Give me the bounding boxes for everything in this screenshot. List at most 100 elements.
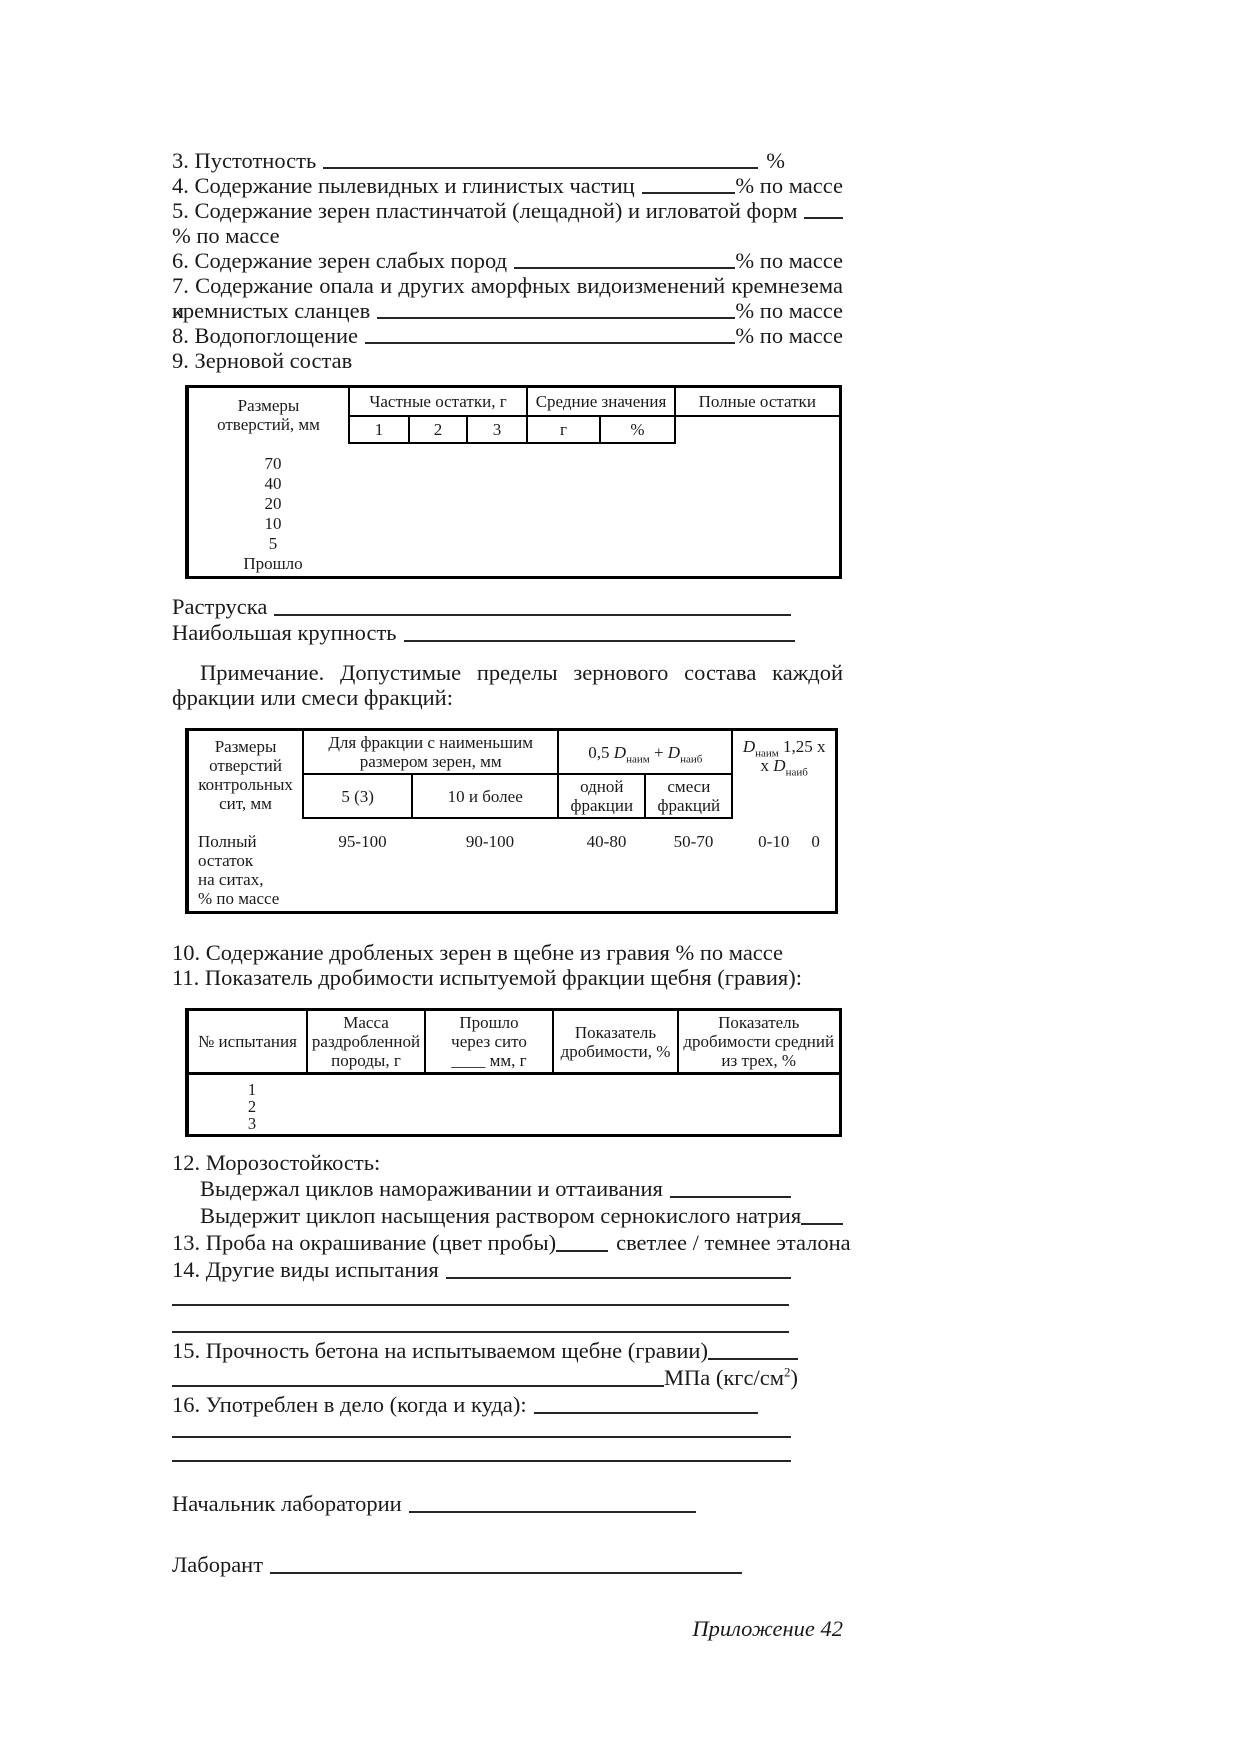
field-line-sodium-sulfate: Выдержит циклоп насыщения раствором серн… xyxy=(172,1202,843,1229)
blank-field xyxy=(804,217,843,219)
t1-header-full-residues: Полные остатки xyxy=(675,386,840,417)
krupnost-label: Наибольшая крупность xyxy=(172,620,397,645)
formula-d-max: D xyxy=(667,742,681,762)
item-13-label: 13. Проба на окрашивание (цвет пробы) xyxy=(172,1230,557,1255)
mpa-superscript: 2 xyxy=(784,1364,791,1380)
blank-field xyxy=(707,1358,798,1360)
annex-label: Приложение 42 xyxy=(692,1616,843,1641)
item-7-label2: кремнистых сланцев xyxy=(172,298,371,323)
t3-header-test-number: № испытания xyxy=(187,1009,308,1075)
lab-chief-label: Начальник лаборатории xyxy=(172,1491,402,1516)
t2-subheader-one-fraction: одной фракции xyxy=(558,774,647,819)
item-11-crushability: 11. Показатель дробимости испытуемой фра… xyxy=(172,965,802,990)
blank-field xyxy=(172,1304,789,1306)
t3-body: 1 2 3 xyxy=(187,1074,840,1136)
item-12-frost-resistance: 12. Морозостойкость: xyxy=(172,1150,381,1175)
section-note: Примечание. Допустимые пределы зернового… xyxy=(172,660,843,710)
t2-header-dmax-column: Dнаим 1,25 х х Dнаиб xyxy=(732,730,836,819)
t1-header-hole-sizes: Размеры отверстий, мм xyxy=(187,386,350,443)
t2-value-4: 50-70 xyxy=(673,832,714,851)
t2-row-label: Полный остаток на ситах, % по массе xyxy=(198,832,280,908)
field-line-laborant: Лаборант xyxy=(172,1551,843,1578)
t3-header-crushability-index: Показатель дробимости, % xyxy=(553,1009,679,1075)
blank-field xyxy=(445,1277,791,1279)
blank-field xyxy=(801,1223,843,1225)
formula-d-min: D xyxy=(613,742,627,762)
item-4-suffix: % по массе xyxy=(735,173,843,198)
t1-subheader-1: 1 xyxy=(349,415,410,444)
t2-subheader-mix-fractions: смеси фракций xyxy=(645,774,734,819)
field-line-mpa: МПа (кгс/см2) xyxy=(172,1364,843,1391)
t3-test-number-list: 1 2 3 xyxy=(192,1077,312,1132)
t2-value-2: 90-100 xyxy=(465,832,515,851)
t1-subheader-3: 3 xyxy=(467,415,528,444)
blank-field xyxy=(172,1436,791,1438)
t3-header-crushability-mean: Показатель дробимости средний из трех, % xyxy=(678,1009,840,1075)
field-line-other-tests: 14. Другие виды испытания xyxy=(172,1256,843,1283)
blank-field xyxy=(403,640,795,642)
t1-sieve-size-list: 70 40 20 10 5 Прошло xyxy=(192,446,354,574)
formula-plus: + xyxy=(653,742,664,762)
t3-header-passed-sieve: Прошло через сито ____ мм, г xyxy=(425,1009,554,1075)
field-line-max-coarseness: Наибольшая крупность xyxy=(172,620,843,646)
blank-line-2 xyxy=(172,1310,843,1337)
item-14-label: 14. Другие виды испытания xyxy=(172,1257,439,1282)
item-12b-label: Выдержит циклоп насыщения раствором серн… xyxy=(200,1203,802,1228)
item-3-suffix: % xyxy=(766,148,785,173)
crushability-table: № испытания Масса раздробленной породы, … xyxy=(185,1008,842,1137)
t2-value-3: 40-80 xyxy=(586,832,627,851)
item-6-suffix: % по массе xyxy=(735,248,843,273)
item-7-suffix: % по массе xyxy=(735,298,843,323)
t1-body: 70 40 20 10 5 Прошло xyxy=(187,443,840,578)
field-line-rastruska: Раструска xyxy=(172,594,843,620)
t1-subheader-2: 2 xyxy=(409,415,468,444)
t1-row-40: 40 xyxy=(264,473,282,493)
note-line2: фракции или смеси фракций: xyxy=(172,685,453,710)
t1-subheader-percent: % xyxy=(600,415,676,444)
blank-line-4 xyxy=(172,1442,843,1466)
field-line-water-absorption: 8. Водопоглощение % по массе xyxy=(172,323,843,348)
t2-value-1: 95-100 xyxy=(338,832,387,851)
item-5-cont-text: % по массе xyxy=(172,223,280,248)
t1-row-passed: Прошло xyxy=(243,553,303,573)
item-13-suffix: светлее / темнее эталона xyxy=(616,1230,851,1255)
t2-value-5a: 0-10 xyxy=(758,832,790,851)
blank-field xyxy=(533,1412,758,1414)
blank-field xyxy=(172,1460,791,1462)
field-line-siliceous-shale: кремнистых сланцев % по массе xyxy=(172,298,843,323)
section-rastruska: Раструска Наибольшая крупность xyxy=(172,594,843,646)
t3-row-1: 1 xyxy=(247,1080,257,1099)
allowable-limits-table: Размеры отверстий контрольных сит, мм Дл… xyxy=(185,728,838,914)
blank-field xyxy=(669,1196,791,1198)
signature-blank xyxy=(270,1572,742,1574)
t2-subheader-10-more: 10 и более xyxy=(412,774,560,819)
item-16-label: 16. Употреблен в дело (когда и куда): xyxy=(172,1392,527,1417)
section-items-3-9: 3. Пустотность % 4. Содержание пылевидны… xyxy=(172,148,843,373)
field-line-flaky-grains: 5. Содержание зерен пластинчатой (лещадн… xyxy=(172,198,843,223)
t2-col4-line2: х Dнаиб xyxy=(760,756,808,779)
item-9-grain-composition: 9. Зерновой состав xyxy=(172,348,353,373)
t1-row-10: 10 xyxy=(264,513,282,533)
item-10-crushed-grains: 10. Содержание дробленых зерен в щебне и… xyxy=(172,940,784,965)
item-7-line1: 7. Содержание опала и других аморфных ви… xyxy=(172,273,843,323)
item-6-label: 6. Содержание зерен слабых пород xyxy=(172,248,508,273)
t1-header-partial-residues: Частные остатки, г xyxy=(349,386,528,417)
field-line-lab-chief: Начальник лаборатории xyxy=(172,1490,843,1517)
mpa-unit: МПа (кгс/см2) xyxy=(664,1364,798,1390)
field-line-concrete-strength: 15. Прочность бетона на испытываемом щеб… xyxy=(172,1337,843,1364)
laborant-label: Лаборант xyxy=(172,1552,264,1577)
blank-field xyxy=(641,192,736,194)
section-items-12-16: 12. Морозостойкость: Выдержал циклов нам… xyxy=(172,1150,851,1641)
t1-row-70: 70 xyxy=(264,453,282,473)
field-line-used-where: 16. Употреблен в дело (когда и куда): xyxy=(172,1391,843,1418)
t1-header-mean-values: Средние значения xyxy=(527,386,676,417)
item-15-label: 15. Прочность бетона на испытываемом щеб… xyxy=(172,1338,708,1363)
formula-sub-min: наим xyxy=(626,752,650,765)
blank-field xyxy=(323,167,759,169)
field-line-dust-content: 4. Содержание пылевидных и глинистых час… xyxy=(172,173,843,198)
t1-row-5: 5 xyxy=(268,533,278,553)
t2-value-5: 0-10 0 xyxy=(737,832,841,908)
blank-field xyxy=(377,317,736,319)
t3-header-crushed-mass: Масса раздробленной породы, г xyxy=(307,1009,426,1075)
